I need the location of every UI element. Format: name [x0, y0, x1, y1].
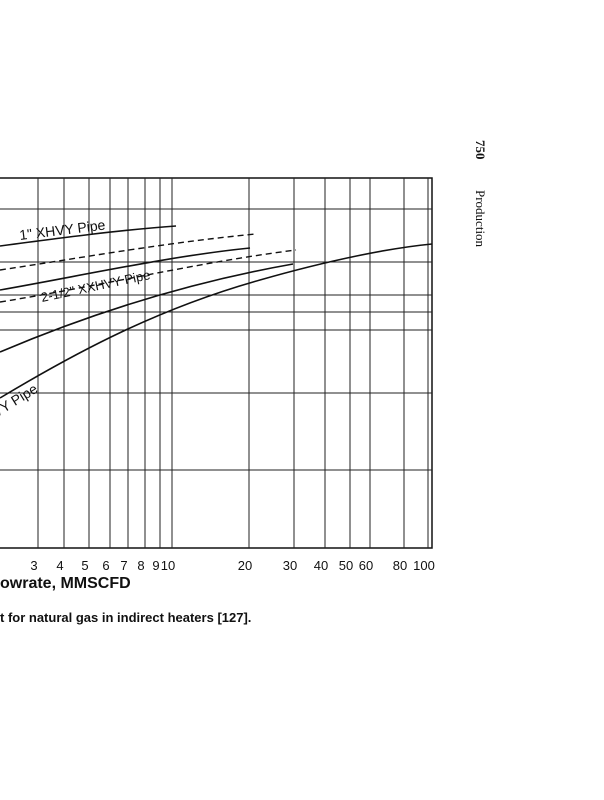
x-tick-label: 3: [30, 558, 37, 573]
curve: [0, 263, 294, 353]
curve: [0, 247, 251, 291]
x-tick-label: 6: [102, 558, 109, 573]
x-tick-label: 20: [238, 558, 252, 573]
x-tick-label: 60: [359, 558, 373, 573]
grid: [0, 177, 433, 549]
curve: [0, 225, 177, 247]
curve: [0, 243, 433, 399]
x-tick-labels: 3 4 5 6 7 8 9 10 20 30 40 50 60 80 100: [30, 558, 434, 573]
x-tick-label: 8: [137, 558, 144, 573]
x-tick-label: 50: [339, 558, 353, 573]
x-tick-label: 30: [283, 558, 297, 573]
x-tick-label: 7: [120, 558, 127, 573]
curve: [0, 249, 297, 303]
figure-caption: t for natural gas in indirect heaters [1…: [0, 610, 251, 625]
x-tick-label: 9: [152, 558, 159, 573]
plot-frame: [0, 177, 433, 549]
curves: [0, 225, 433, 399]
running-title: Production: [473, 190, 488, 248]
x-axis-label: owrate, MMSCFD: [0, 575, 131, 592]
x-tick-label: 100: [413, 558, 435, 573]
vertical-grid: [37, 178, 429, 548]
x-tick-label: 80: [393, 558, 407, 573]
x-tick-label: 4: [56, 558, 63, 573]
curve: [0, 233, 257, 271]
x-tick-label: 10: [161, 558, 175, 573]
x-tick-label: 40: [314, 558, 328, 573]
curve-label: 1" XHVY Pipe: [18, 217, 106, 243]
x-tick-label: 5: [81, 558, 88, 573]
page-number: 750: [473, 140, 488, 160]
